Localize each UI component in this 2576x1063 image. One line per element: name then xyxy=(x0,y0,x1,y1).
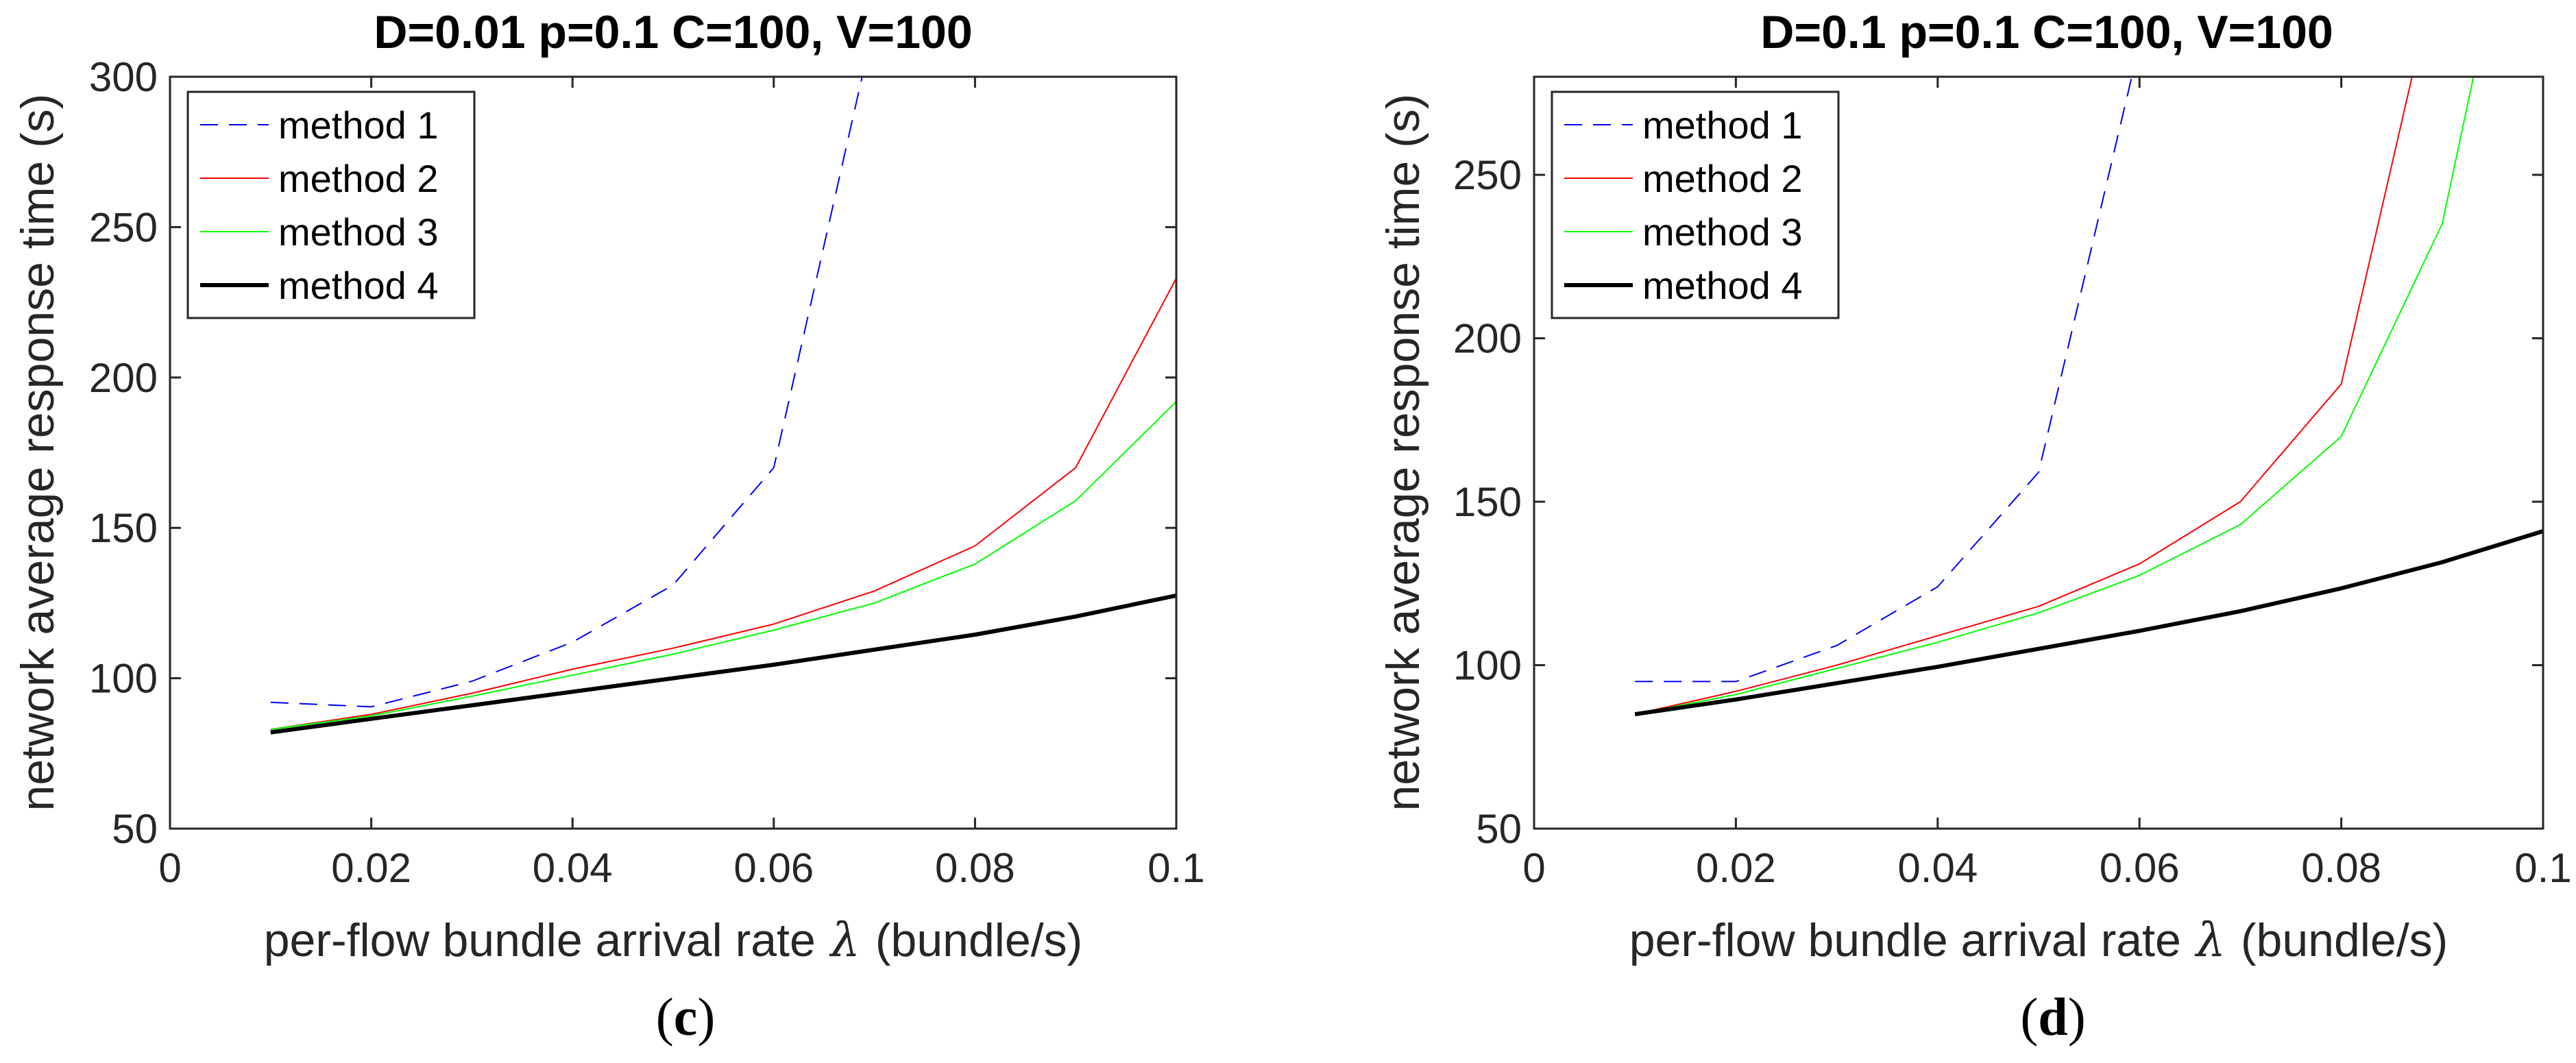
x-tick-label: 0.06 xyxy=(2100,845,2180,891)
y-tick-label: 100 xyxy=(89,656,158,702)
y-tick-label: 250 xyxy=(1453,152,1522,198)
x-tick-label: 0.04 xyxy=(533,845,613,891)
legend: method 1 method 2 method 3 method 4 xyxy=(1551,90,1840,319)
chart-title: D=0.1 p=0.1 C=100, V=100 xyxy=(1760,6,2333,58)
panel-label-d: (d) xyxy=(2020,987,2085,1047)
series-line-1 xyxy=(270,77,863,708)
ticks-layer: 0 0.02 0.04 0.06 0.08 0.1 50 100 150 200 250 xyxy=(1453,77,2572,891)
legend-entry-label: method 2 xyxy=(278,157,439,200)
legend-entry-label: method 4 xyxy=(1642,264,1803,307)
series-line-2 xyxy=(1634,77,2413,716)
series-line-1 xyxy=(1635,77,2133,683)
series-layer xyxy=(1634,77,2543,717)
panel-letter-c: c xyxy=(674,987,698,1047)
lambda-symbol: λ xyxy=(829,914,860,968)
y-tick-label: 150 xyxy=(1453,479,1522,525)
panel-letter-d: d xyxy=(2038,987,2067,1047)
series-line-3 xyxy=(270,401,1176,731)
x-axis-label: per-flow bundle arrival rate λ (bundle/s) xyxy=(1629,914,2449,968)
x-tick-label: 0.02 xyxy=(1696,845,1776,891)
x-tick-label: 0.08 xyxy=(2301,845,2381,891)
x-axis-label-prefix: per-flow bundle arrival rate xyxy=(264,914,816,966)
plot-frame xyxy=(1533,75,2544,830)
x-tick-label: 0 xyxy=(158,845,181,891)
y-tick-label: 200 xyxy=(1453,316,1522,362)
legend-box xyxy=(186,90,476,319)
y-tick-label: 50 xyxy=(1476,806,1522,852)
x-tick-label: 0.06 xyxy=(733,845,814,891)
chart-panel-d: D=0.1 p=0.1 C=100, V=100 0 0.02 0.04 0.06 0.… xyxy=(1377,6,2572,1047)
plot-frame xyxy=(169,75,1178,830)
legend-entry-label: method 3 xyxy=(278,210,439,254)
x-tick-label: 0.1 xyxy=(2514,845,2571,891)
legend-entry-label: method 4 xyxy=(278,264,439,307)
chart-title: D=0.01 p=0.1 C=100, V=100 xyxy=(374,6,972,58)
legend-entry-label: method 1 xyxy=(1642,103,1803,147)
legend: method 1 method 2 method 3 method 4 xyxy=(186,90,476,319)
x-tick-label: 0.1 xyxy=(1147,845,1204,891)
series-line-4 xyxy=(270,593,1176,735)
y-tick-label: 300 xyxy=(89,54,158,100)
series-layer xyxy=(270,77,1176,735)
x-axis-label-prefix: per-flow bundle arrival rate xyxy=(1629,914,2181,966)
y-tick-label: 200 xyxy=(89,355,158,401)
lambda-symbol: λ xyxy=(2194,914,2226,968)
y-tick-label: 50 xyxy=(112,806,158,852)
legend-entry-label: method 3 xyxy=(1642,210,1803,254)
series-line-4 xyxy=(1634,529,2543,717)
x-tick-label: 0.04 xyxy=(1897,845,1978,891)
x-tick-label: 0 xyxy=(1522,845,1545,891)
y-tick-label: 150 xyxy=(89,505,158,551)
series-line-3 xyxy=(1635,77,2475,716)
panel-label-c: (c) xyxy=(656,987,716,1047)
series-line-2 xyxy=(270,278,1176,731)
y-axis-label: network average response time (s) xyxy=(1377,94,1429,811)
x-tick-label: 0.08 xyxy=(935,845,1015,891)
chart-panel-c: D=0.01 p=0.1 C=100, V=100 0 0.02 0.04 0.06 0… xyxy=(12,6,1205,1047)
x-tick-label: 0.02 xyxy=(331,845,411,891)
ticks-layer: 0 0.02 0.04 0.06 0.08 0.1 50 100 150 200 250 300 xyxy=(89,54,1205,891)
legend-box xyxy=(1551,90,1840,319)
x-axis-label: per-flow bundle arrival rate λ (bundle/s) xyxy=(264,914,1083,968)
x-axis-label-suffix: (bundle/s) xyxy=(2241,914,2448,966)
legend-entry-label: method 1 xyxy=(278,103,439,147)
y-tick-label: 100 xyxy=(1453,643,1522,689)
legend-entry-label: method 2 xyxy=(1642,157,1803,200)
y-axis-label: network average response time (s) xyxy=(12,94,64,811)
y-tick-label: 250 xyxy=(89,204,158,250)
x-axis-label-suffix: (bundle/s) xyxy=(875,914,1082,966)
